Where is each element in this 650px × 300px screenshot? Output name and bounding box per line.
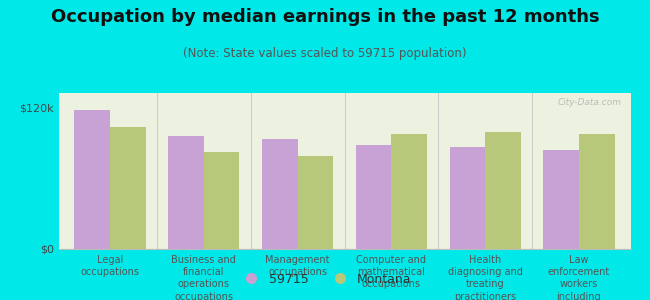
Bar [262,139,298,249]
Bar [485,132,521,249]
Bar [391,134,427,249]
Text: (Note: State values scaled to 59715 population): (Note: State values scaled to 59715 popu… [183,46,467,59]
Bar [450,147,485,249]
Bar [204,152,239,249]
Bar [75,110,110,249]
Bar [579,134,614,249]
Bar [168,136,204,249]
Bar [356,145,391,249]
Legend: 59715, Montana: 59715, Montana [233,268,417,291]
Bar [298,156,333,249]
Text: Occupation by median earnings in the past 12 months: Occupation by median earnings in the pas… [51,8,599,26]
Bar [110,127,146,249]
Bar [543,150,579,249]
Text: City-Data.com: City-Data.com [558,98,622,107]
